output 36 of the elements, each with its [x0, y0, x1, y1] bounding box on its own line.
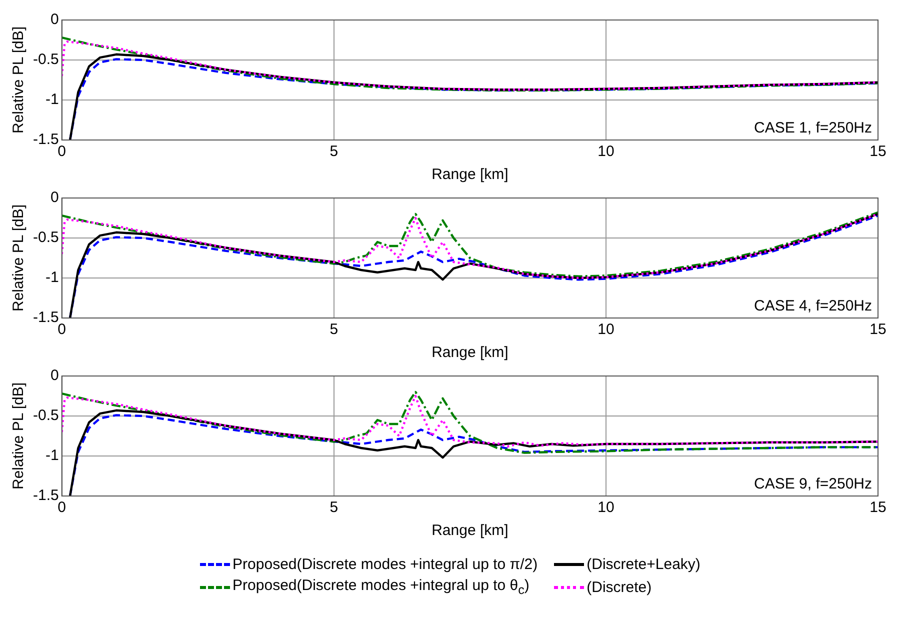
y-tick-label: 0: [50, 189, 59, 206]
x-tick-label: 10: [598, 321, 614, 338]
legend-label: (Discrete): [586, 578, 652, 596]
x-tick-label: 10: [598, 143, 614, 160]
y-tick-label: -1: [46, 269, 59, 286]
y-axis-title: Relative PL [dB]: [10, 26, 28, 134]
y-tick-label: -1.5: [32, 487, 59, 504]
line-series: [62, 390, 878, 454]
x-tick-label: 15: [870, 321, 886, 338]
y-tick-label: -1.5: [32, 131, 59, 148]
y-tick-label: -0.5: [32, 407, 59, 424]
y-tick-label: 0: [50, 367, 59, 384]
annotation: CASE 9, f=250Hz: [754, 476, 872, 493]
y-tick-label: -0.5: [32, 229, 59, 246]
x-axis-title: Range [km]: [432, 522, 508, 540]
x-tick-label: 5: [330, 499, 338, 516]
y-axis-title: Relative PL [dB]: [10, 204, 28, 312]
x-tick-label: 15: [870, 143, 886, 160]
y-tick-label: -0.5: [32, 51, 59, 68]
x-tick-label: 15: [870, 499, 886, 516]
x-tick-label: 5: [330, 321, 338, 338]
legend-label: (Discrete+Leaky): [586, 556, 700, 573]
x-tick-label: 10: [598, 499, 614, 516]
x-axis-title: Range [km]: [432, 166, 508, 184]
y-axis-title: Relative PL [dB]: [10, 382, 28, 490]
annotation: CASE 4, f=250Hz: [754, 298, 872, 315]
annotation: CASE 1, f=250Hz: [754, 120, 872, 137]
legend-label: Proposed(Discrete modes +integral up to θ$_{c}$): [232, 577, 530, 597]
y-tick-label: -1: [46, 447, 59, 464]
y-tick-label: -1: [46, 91, 59, 108]
x-axis-title: Range [km]: [432, 344, 508, 362]
line-series: [62, 394, 878, 448]
y-tick-label: -1.5: [32, 309, 59, 326]
legend-label: Proposed(Discrete modes +integral up to π/2): [232, 556, 538, 573]
y-tick-label: 0: [50, 11, 59, 28]
x-tick-label: 5: [330, 143, 338, 160]
